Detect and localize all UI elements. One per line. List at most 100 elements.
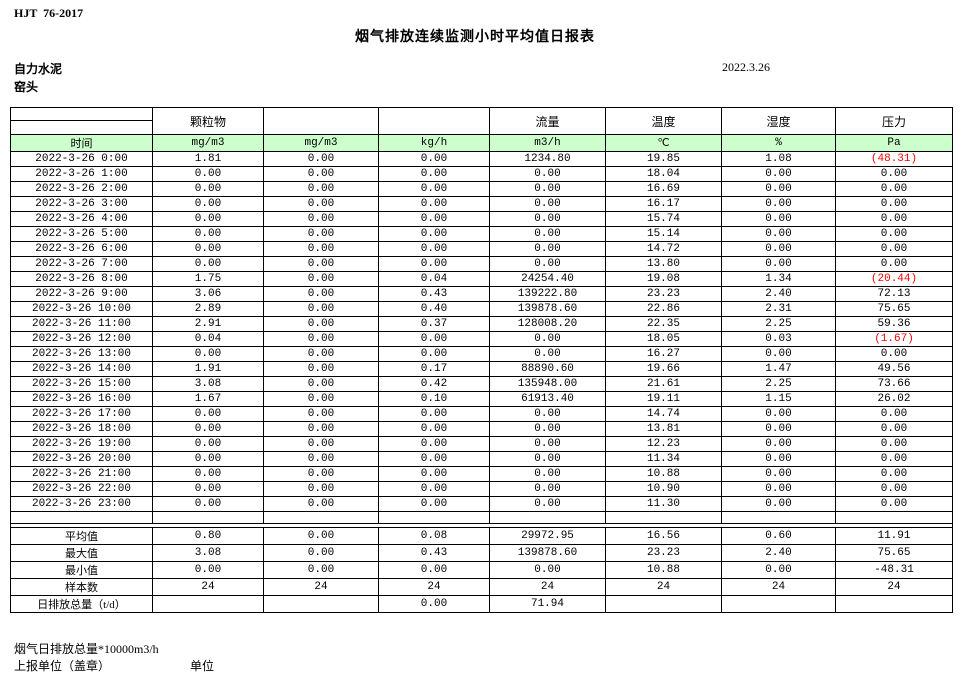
value-cell: 0.00 [263, 527, 379, 545]
value-cell: 0.00 [152, 421, 264, 437]
unit-header-kgh: kg/h [378, 134, 490, 152]
param-header-blank-2 [378, 107, 490, 135]
table-row: 2022-3-26 9:00 3.06 0.00 0.43 139222.80 23.23… [10, 286, 953, 302]
unit-header-row: 时间 mg/m3 mg/m3 kg/h m3/h ℃ % Pa [10, 134, 953, 152]
value-cell: 2.25 [721, 376, 836, 392]
value-cell: 0.00 [721, 406, 836, 422]
value-cell: 0.00 [721, 466, 836, 482]
value-cell: 0.00 [721, 181, 836, 197]
value-cell: 0.00 [721, 211, 836, 227]
row-label-cell: 最大值 [10, 544, 153, 562]
page-title: 烟气排放连续监测小时平均值日报表 [355, 30, 595, 45]
unit-label: 单位 [190, 659, 215, 673]
time-cell: 2022-3-26 23:00 [10, 496, 153, 512]
value-cell: 2.25 [721, 316, 836, 332]
table-row: 2022-3-26 18:00 0.00 0.00 0.00 0.00 13.81 0.00… [10, 421, 953, 437]
time-cell: 2022-3-26 2:00 [10, 181, 153, 197]
value-cell: 0.00 [378, 166, 490, 182]
value-cell: 18.04 [605, 166, 722, 182]
time-cell: 2022-3-26 21:00 [10, 466, 153, 482]
value-cell: 0.00 [378, 346, 490, 362]
value-cell: 1.75 [152, 271, 264, 287]
time-cell: 2022-3-26 17:00 [10, 406, 153, 422]
unit-header-m3h: m3/h [489, 134, 606, 152]
unit-header-celsius: ℃ [605, 134, 722, 152]
row-label-cell: 平均值 [10, 527, 153, 545]
time-cell: 2022-3-26 11:00 [10, 316, 153, 332]
value-cell: 2.40 [721, 286, 836, 302]
value-cell: 0.80 [152, 527, 264, 545]
value-cell: 11.91 [835, 527, 953, 545]
table-row: 2022-3-26 6:00 0.00 0.00 0.00 0.00 14.72 0.00 0… [10, 241, 953, 257]
value-cell: 0.00 [835, 451, 953, 467]
value-cell: 29972.95 [489, 527, 606, 545]
summary-row: 最小值 0.00 0.00 0.00 0.00 10.88 0.00 -48.31 [10, 561, 953, 579]
value-cell: 24 [152, 578, 264, 596]
value-cell: 0.00 [721, 166, 836, 182]
time-cell: 2022-3-26 20:00 [10, 451, 153, 467]
value-cell: 0.00 [263, 331, 379, 347]
table-row: 2022-3-26 1:00 0.00 0.00 0.00 0.00 18.04 0.00 0… [10, 166, 953, 182]
value-cell: 0.00 [378, 226, 490, 242]
value-cell: 139878.60 [489, 301, 606, 317]
value-cell: 11.30 [605, 496, 722, 512]
value-cell: 0.00 [835, 166, 953, 182]
value-cell: 0.00 [378, 331, 490, 347]
report-date: 2022.3.26 [722, 60, 770, 74]
value-cell: 14.72 [605, 241, 722, 257]
value-cell: 0.00 [489, 496, 606, 512]
value-cell: 0.00 [263, 286, 379, 302]
value-cell [152, 511, 264, 524]
value-cell: 0.17 [378, 361, 490, 377]
value-cell: 0.00 [378, 436, 490, 452]
value-cell: 0.00 [263, 166, 379, 182]
reporting-unit-label: 上报单位（盖章） [14, 659, 111, 673]
param-header-pressure: 压力 [835, 107, 953, 135]
value-cell: 61913.40 [489, 391, 606, 407]
table-row: 2022-3-26 10:00 2.89 0.00 0.40 139878.60 22.8… [10, 301, 953, 317]
value-cell: 0.00 [263, 391, 379, 407]
value-cell: 0.04 [152, 331, 264, 347]
time-cell: 2022-3-26 6:00 [10, 241, 153, 257]
value-cell: 0.00 [263, 466, 379, 482]
corner-cell [10, 107, 153, 135]
value-cell: 0.00 [152, 451, 264, 467]
value-cell: 1.15 [721, 391, 836, 407]
value-cell [721, 595, 836, 613]
value-cell: 16.27 [605, 346, 722, 362]
value-cell: 24 [489, 578, 606, 596]
value-cell [835, 511, 953, 524]
value-cell: 139878.60 [489, 544, 606, 562]
table-row: 2022-3-26 8:00 1.75 0.00 0.04 24254.40 19.08 1… [10, 271, 953, 287]
value-cell: 0.00 [263, 361, 379, 377]
value-cell: 0.00 [378, 496, 490, 512]
value-cell: 0.00 [263, 436, 379, 452]
time-column-header: 时间 [10, 134, 153, 152]
value-cell: 0.00 [378, 151, 490, 167]
value-cell: 139222.80 [489, 286, 606, 302]
value-cell: 0.40 [378, 301, 490, 317]
table-row: 2022-3-26 20:00 0.00 0.00 0.00 0.00 11.34 0.00… [10, 451, 953, 467]
value-cell: 0.00 [263, 256, 379, 272]
value-cell: 0.00 [378, 421, 490, 437]
table-row: 2022-3-26 17:00 0.00 0.00 0.00 0.00 14.74 0.00… [10, 406, 953, 422]
value-cell: 0.43 [378, 286, 490, 302]
value-cell: 0.00 [489, 166, 606, 182]
value-cell: 0.00 [721, 346, 836, 362]
time-cell: 2022-3-26 19:00 [10, 436, 153, 452]
value-cell: 88890.60 [489, 361, 606, 377]
station-name: 窑头 [14, 80, 39, 94]
value-cell: 0.00 [263, 181, 379, 197]
row-label-cell: 样本数 [10, 578, 153, 596]
value-cell: 10.88 [605, 466, 722, 482]
value-cell: 0.00 [835, 406, 953, 422]
value-cell: (48.31) [835, 151, 953, 167]
value-cell: 0.00 [835, 496, 953, 512]
summary-row: 最大值 3.08 0.00 0.43 139878.60 23.23 2.40 75.65 [10, 544, 953, 562]
value-cell: 0.00 [263, 481, 379, 497]
value-cell [489, 511, 606, 524]
value-cell: 0.00 [489, 481, 606, 497]
summary-row: 平均值 0.80 0.00 0.08 29972.95 16.56 0.60 11.91 [10, 527, 953, 545]
value-cell: 0.00 [263, 346, 379, 362]
time-cell: 2022-3-26 1:00 [10, 166, 153, 182]
